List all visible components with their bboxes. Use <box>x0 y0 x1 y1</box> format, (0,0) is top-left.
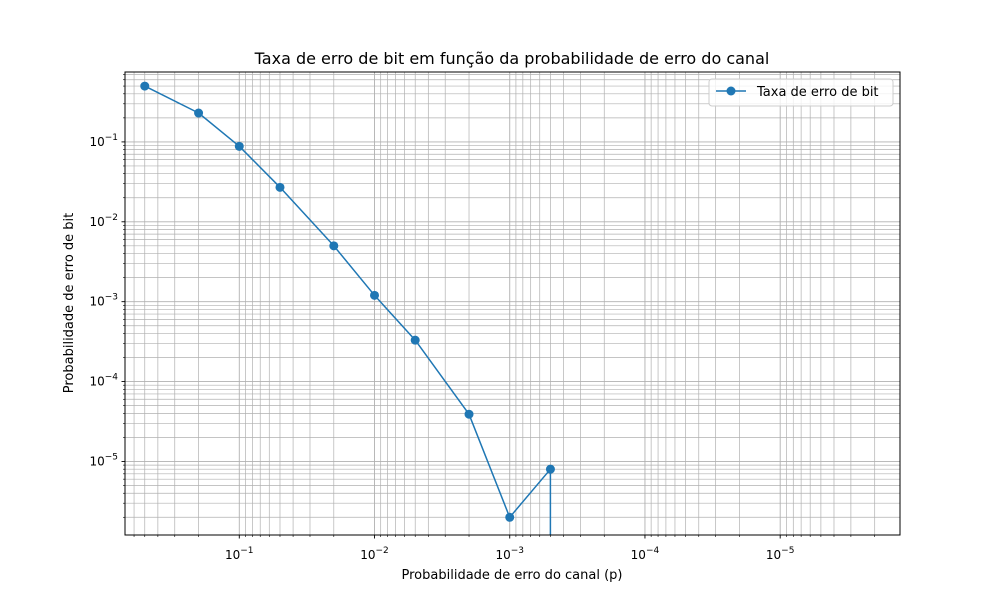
y-axis-label: Probabilidade de erro de bit <box>62 213 77 394</box>
data-point <box>194 108 204 118</box>
series-layer <box>140 81 555 535</box>
legend-label: Taxa de erro de bit <box>756 85 879 100</box>
y-axis-ticks: 10−1 10−2 10−3 10−4 10−5 <box>89 74 125 518</box>
grid <box>125 72 900 535</box>
y-tick-label: 10−2 <box>89 213 118 229</box>
series-line <box>144 85 552 535</box>
x-tick-label: 10−5 <box>766 546 795 562</box>
x-axis-label: Probabilidade de erro do canal (p) <box>402 568 623 583</box>
legend: Taxa de erro de bit <box>708 78 894 107</box>
y-tick-label: 10−1 <box>89 133 118 149</box>
x-axis-ticks: 10−1 10−2 10−3 10−4 10−5 <box>133 535 876 562</box>
y-tick-label: 10−4 <box>89 373 118 389</box>
y-tick-label: 10−5 <box>89 452 118 468</box>
data-point <box>410 335 420 345</box>
x-tick-label: 10−3 <box>495 546 524 562</box>
chart-title: Taxa de erro de bit em função da probabi… <box>254 49 770 68</box>
data-point <box>505 512 515 522</box>
y-tick-label: 10−3 <box>89 293 118 309</box>
plot-frame <box>124 71 901 536</box>
x-tick-label: 10−4 <box>631 546 660 562</box>
data-point <box>464 409 474 419</box>
legend-marker-sample <box>726 86 736 96</box>
data-point <box>545 464 555 474</box>
data-point <box>140 81 150 91</box>
x-tick-label: 10−2 <box>360 546 389 562</box>
x-tick-label: 10−1 <box>225 546 254 562</box>
data-point <box>329 241 339 251</box>
legend-box <box>708 78 894 107</box>
data-point <box>234 141 244 151</box>
data-point <box>370 290 380 300</box>
data-point <box>275 182 285 192</box>
